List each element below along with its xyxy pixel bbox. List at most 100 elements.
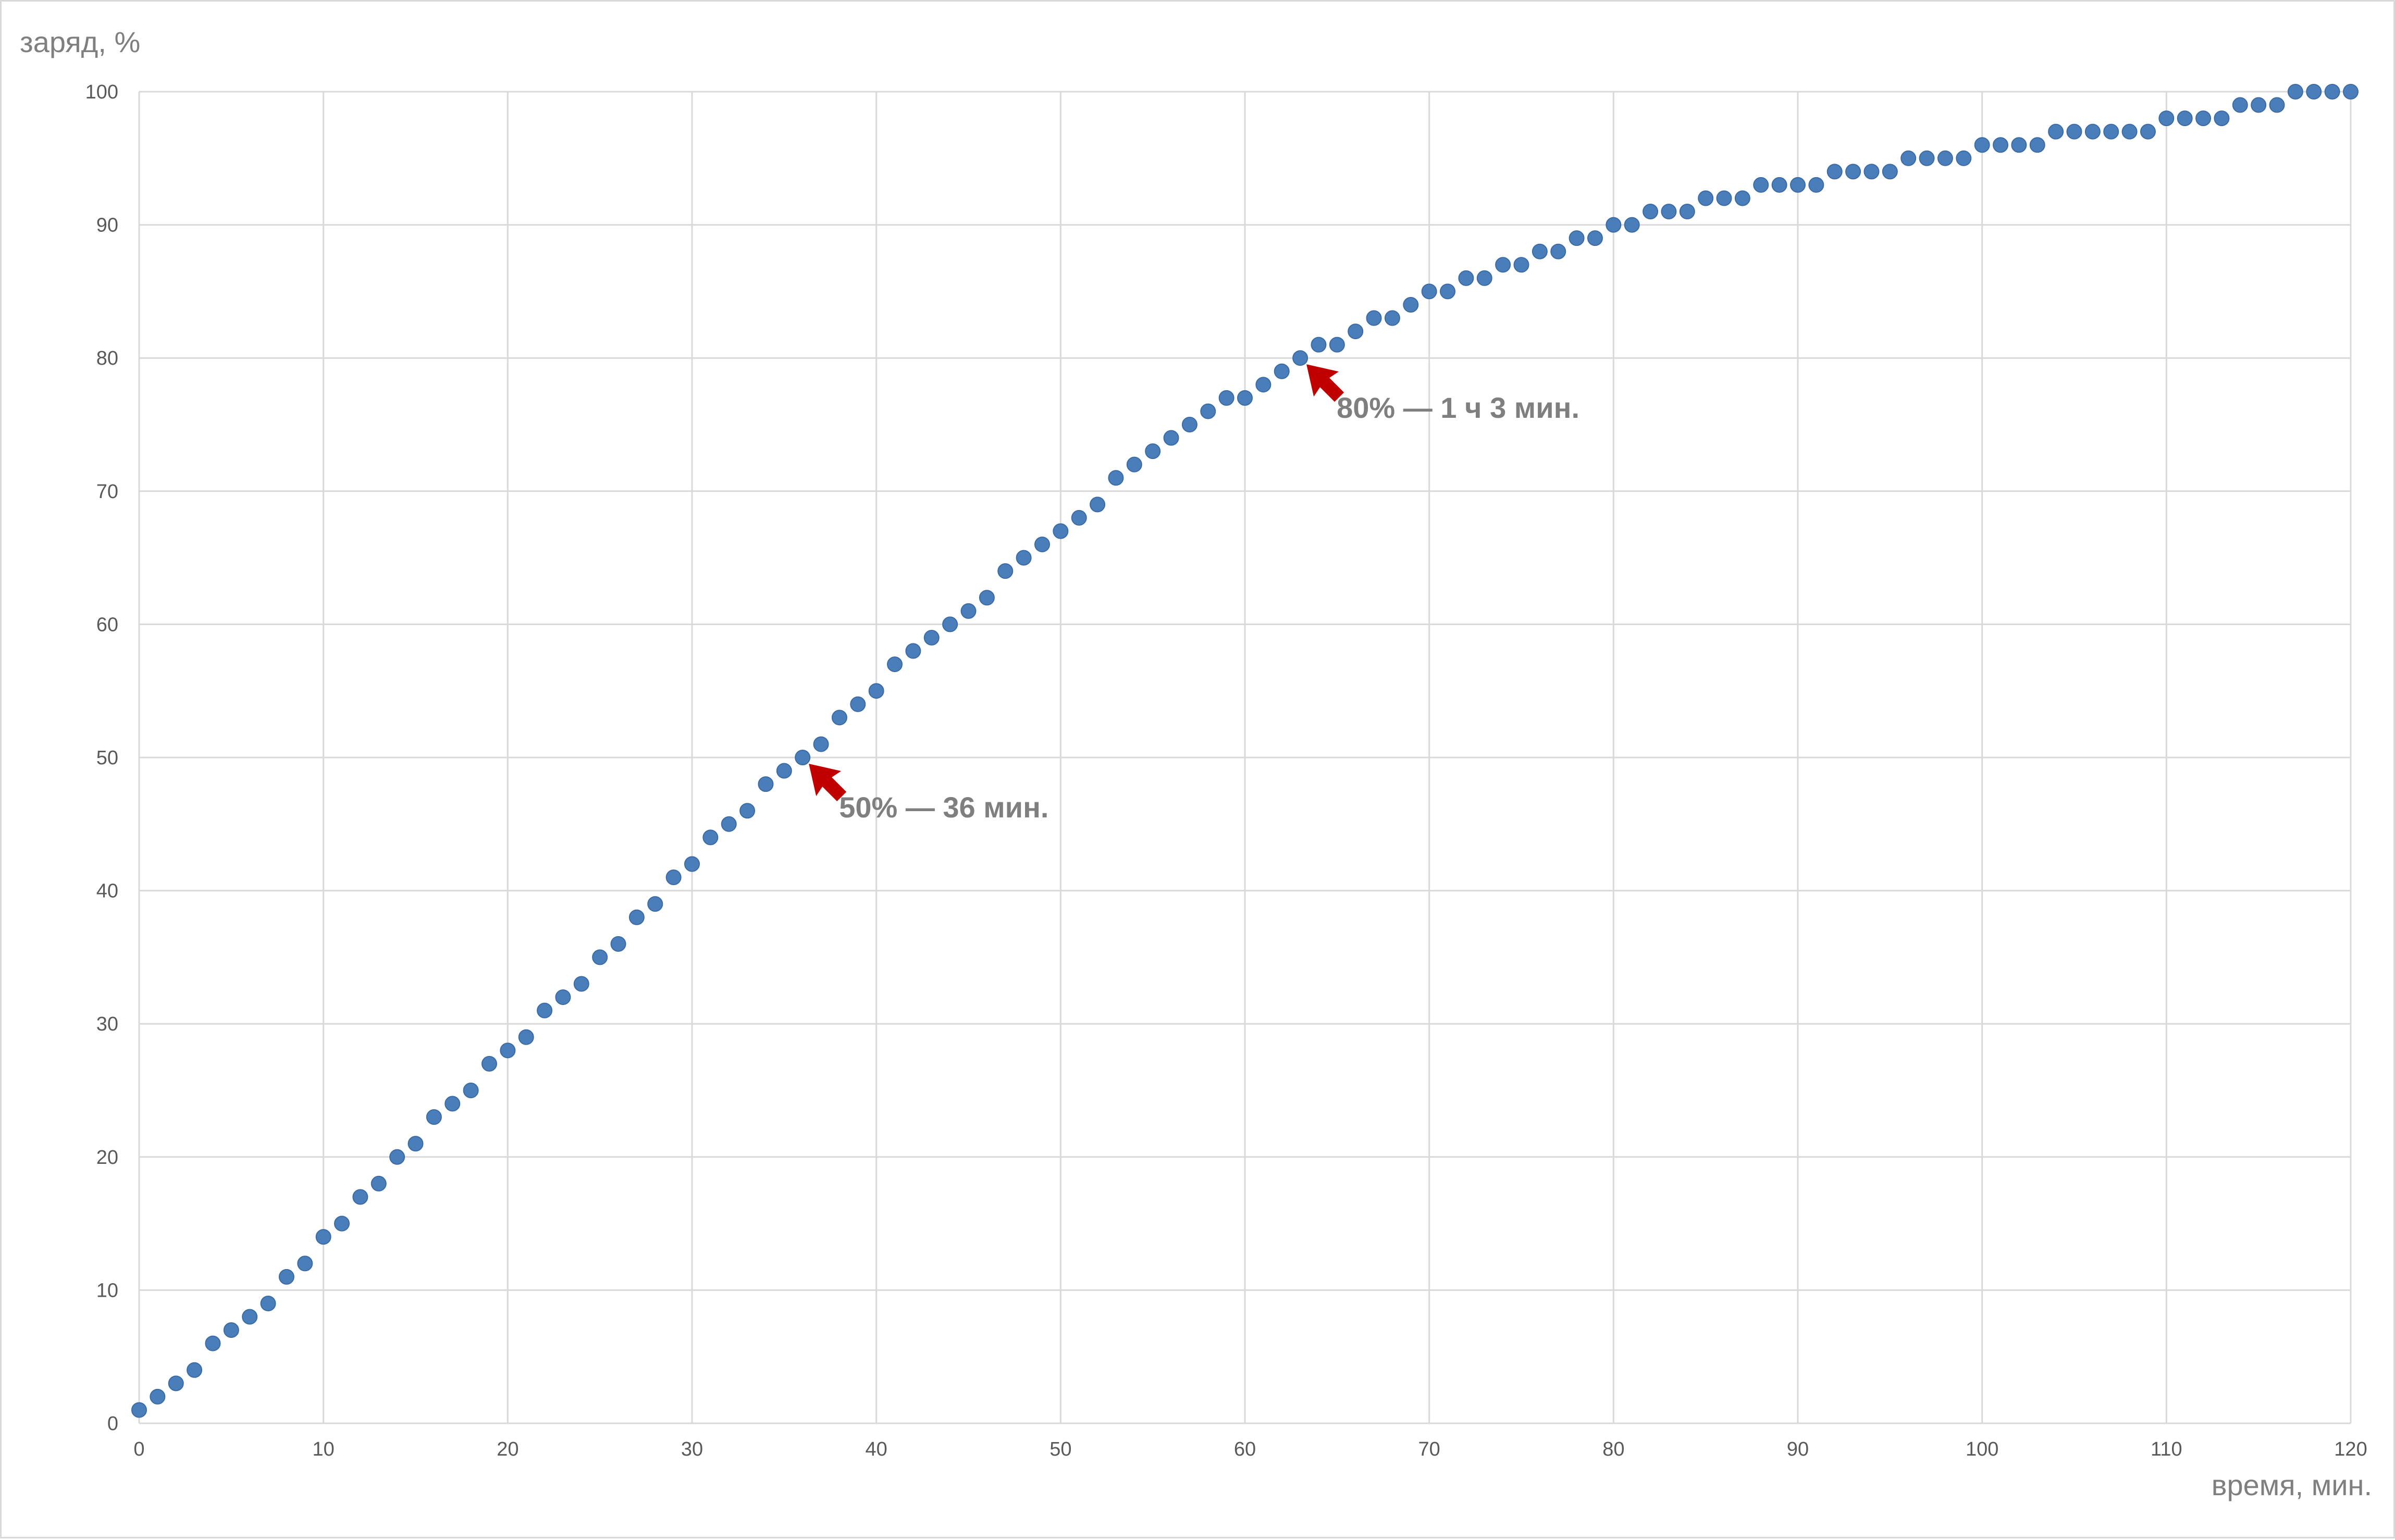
data-point [2103, 123, 2119, 140]
data-point [1090, 496, 1106, 513]
x-tick-label: 50 [1050, 1438, 1071, 1460]
data-point [573, 976, 589, 992]
data-point [2066, 123, 2082, 140]
y-tick-label: 90 [96, 215, 118, 237]
data-point [905, 643, 921, 659]
data-point [242, 1309, 258, 1325]
data-point [1716, 190, 1732, 206]
x-tick-label: 100 [1966, 1438, 1998, 1460]
data-point [1606, 217, 1622, 233]
data-point [1181, 417, 1198, 432]
data-point [352, 1189, 368, 1205]
data-point [223, 1322, 239, 1338]
data-point [1974, 137, 1990, 153]
data-point [426, 1109, 442, 1125]
data-point [205, 1335, 221, 1351]
data-point [1274, 363, 1290, 379]
data-point [1624, 217, 1640, 233]
data-point [260, 1295, 276, 1311]
data-point [1218, 390, 1234, 406]
x-tick-label: 120 [2334, 1438, 2367, 1460]
data-point [1126, 456, 1142, 473]
data-point [1532, 243, 1548, 259]
data-point [684, 856, 700, 872]
x-tick-label: 40 [866, 1438, 887, 1460]
data-point [831, 710, 847, 726]
data-point [1366, 310, 1382, 326]
data-point [960, 603, 977, 619]
data-points [131, 84, 2359, 1418]
data-point [1053, 523, 1069, 539]
data-point [1440, 283, 1456, 300]
data-point [278, 1269, 294, 1285]
data-point [850, 696, 866, 712]
data-point [1643, 204, 1659, 220]
annotation-arrow-icon [1306, 364, 1344, 402]
y-tick-label: 80 [96, 347, 118, 369]
annotations: 50% — 36 мин. 80% — 1 ч 3 мин. [809, 364, 1579, 824]
data-point [2306, 84, 2322, 100]
data-point [758, 776, 774, 792]
x-tick-label: 90 [1787, 1438, 1809, 1460]
data-point [1108, 470, 1124, 486]
x-tick-label: 110 [2151, 1438, 2182, 1460]
data-point [1882, 164, 1898, 180]
y-tick-label: 50 [96, 747, 118, 769]
data-point [2324, 84, 2340, 100]
data-point [1863, 164, 1880, 180]
data-point [2195, 110, 2212, 127]
data-point [1661, 204, 1677, 220]
y-tick-label: 100 [85, 81, 118, 103]
data-point [1255, 377, 1271, 393]
data-point [1403, 296, 1419, 313]
data-point [2214, 110, 2230, 127]
data-point [1808, 177, 1824, 193]
data-point [1495, 257, 1511, 273]
data-point [628, 909, 645, 925]
data-point [131, 1402, 147, 1418]
data-point [2121, 123, 2138, 140]
data-point [518, 1029, 534, 1045]
data-point [1698, 190, 1714, 206]
data-point [776, 763, 792, 779]
data-point [1734, 190, 1750, 206]
data-point [1826, 164, 1843, 180]
data-point [2232, 97, 2248, 113]
data-point [1587, 230, 1603, 246]
data-point [408, 1136, 424, 1152]
data-point [942, 616, 958, 632]
data-point [1919, 150, 1935, 166]
data-point [371, 1175, 387, 1191]
data-point [610, 936, 626, 952]
data-point [868, 683, 884, 699]
data-point [1237, 390, 1253, 406]
data-point [1476, 270, 1492, 286]
y-tick-label: 40 [96, 880, 118, 902]
data-point [813, 736, 829, 752]
data-point [702, 829, 719, 846]
data-point [1292, 350, 1308, 366]
data-point [2140, 123, 2156, 140]
data-point [1145, 443, 1161, 459]
data-point [739, 803, 756, 819]
gridlines [138, 91, 2352, 1424]
data-point [2048, 123, 2064, 140]
data-point [445, 1096, 461, 1112]
data-point [795, 750, 811, 765]
data-point [2177, 110, 2193, 127]
data-point [592, 949, 608, 965]
data-point [1550, 243, 1566, 259]
data-point [1845, 164, 1861, 180]
data-point [1513, 257, 1529, 273]
y-tick-label: 30 [96, 1013, 118, 1035]
data-point [537, 1002, 553, 1019]
data-point [481, 1055, 497, 1072]
x-tick-label: 0 [133, 1438, 144, 1460]
y-tick-label: 70 [96, 481, 118, 503]
data-point [463, 1083, 479, 1098]
data-point [1384, 310, 1400, 326]
y-axis-label: заряд, % [20, 26, 140, 58]
data-point [1458, 270, 1474, 286]
data-point [1034, 537, 1050, 553]
